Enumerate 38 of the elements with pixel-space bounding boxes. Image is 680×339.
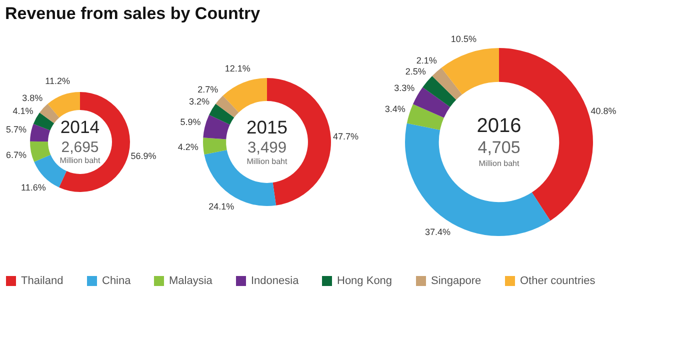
slice-label: 2016 [476, 115, 522, 137]
data-label: 3.2% [188, 96, 210, 106]
data-label: 56.9% [130, 150, 156, 161]
data-label: 47.7% [333, 131, 359, 142]
data-label: 6.7% [6, 150, 27, 160]
data-label: 37.4% [424, 227, 450, 238]
data-label: 24.1% [208, 201, 234, 212]
text: Million baht [60, 156, 102, 165]
legend-label: Thailand [21, 275, 64, 287]
legend-label: Singapore [431, 275, 482, 287]
data-label: 5.9% [180, 117, 201, 128]
data-label: 2.5% [405, 66, 426, 77]
slice-label: 2014 [60, 117, 100, 138]
data-label: 12.1% [224, 64, 250, 74]
data-label: 2.7% [198, 84, 218, 95]
data-label: 2.1% [416, 55, 437, 66]
data-label: 5.7% [6, 124, 26, 135]
legend-label: China [102, 275, 132, 287]
data-label: 4.1% [12, 106, 34, 116]
data-label: 10.5% [450, 34, 476, 44]
data-label: 3.4% [384, 104, 406, 114]
legend-label: Other countries [520, 275, 596, 287]
text: 3,499 [247, 139, 287, 156]
text: 2,695 [61, 139, 99, 156]
data-label: 4.2% [178, 142, 198, 152]
data-label: 11.2% [45, 76, 70, 86]
data-label: 40.8% [590, 106, 616, 116]
legend-label: Hong Kong [337, 275, 392, 287]
data-label: 3.3% [394, 82, 415, 93]
data-label: 11.6% [21, 182, 46, 192]
slice-label: 2015 [246, 116, 288, 138]
text: 4,705 [478, 138, 520, 157]
data-label: 3.8% [22, 92, 43, 103]
chart-title: Revenue from sales by Country [5, 4, 261, 23]
legend-label: Malaysia [169, 275, 214, 287]
legend-label: Indonesia [251, 275, 300, 287]
text: Million baht [478, 159, 520, 168]
text: Million baht [246, 156, 288, 166]
